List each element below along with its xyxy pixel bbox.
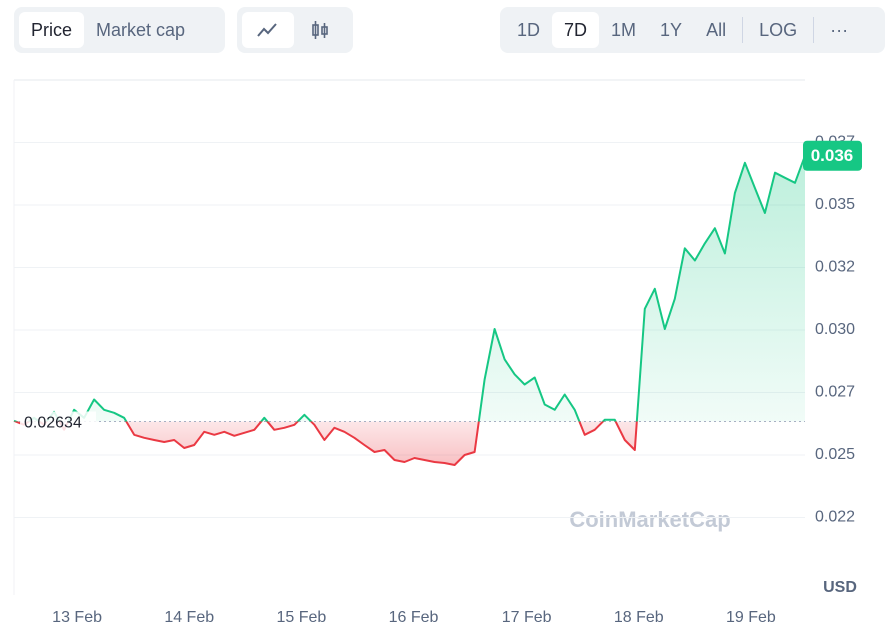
tab-price[interactable]: Price	[19, 12, 85, 48]
currency-label: USD	[823, 579, 857, 596]
candle-style[interactable]	[294, 12, 346, 48]
y-tick-label: 0.022	[815, 509, 855, 526]
y-tick-label: 0.027	[815, 384, 855, 401]
y-tick-label: 0.032	[815, 259, 855, 276]
range-all[interactable]: All	[706, 19, 727, 40]
log-toggle[interactable]: LOG	[759, 19, 798, 40]
price-tag	[803, 140, 862, 171]
x-tick-label: 19 Feb	[726, 609, 776, 626]
baseline-label: 0.02634	[24, 415, 82, 432]
metric-tabs: Price Market cap	[14, 7, 225, 53]
x-tick-label: 13 Feb	[52, 609, 102, 626]
x-tick-label: 15 Feb	[276, 609, 326, 626]
price-line	[13, 155, 806, 466]
range-1m[interactable]: 1M	[611, 19, 637, 40]
y-tick-label: 0.030	[815, 321, 855, 338]
x-tick-label: 14 Feb	[164, 609, 214, 626]
more-menu[interactable]: ···	[830, 19, 849, 40]
range-1d[interactable]: 1D	[517, 19, 541, 40]
price-tag-label: 0.036	[811, 146, 854, 165]
candle-icon	[312, 21, 328, 39]
area	[14, 155, 805, 465]
separator	[742, 17, 744, 43]
tab-market-cap[interactable]: Market cap	[96, 19, 186, 40]
x-tick-label: 17 Feb	[502, 609, 552, 626]
separator	[813, 17, 815, 43]
x-tick-label: 16 Feb	[389, 609, 439, 626]
watermark: CoinMarketCap	[569, 507, 730, 532]
chart-style	[237, 7, 353, 53]
range-1y[interactable]: 1Y	[660, 19, 683, 40]
y-tick-label: 0.025	[815, 446, 855, 463]
line-icon	[257, 23, 277, 37]
x-tick-label: 18 Feb	[614, 609, 664, 626]
baseline-label-bg	[20, 411, 96, 432]
range-7d[interactable]: 7D	[552, 12, 600, 48]
line-style[interactable]	[242, 12, 294, 48]
range-tabs: 1D 7D 1M 1Y All LOG ···	[500, 7, 885, 53]
y-tick-label: 0.035	[815, 196, 855, 213]
